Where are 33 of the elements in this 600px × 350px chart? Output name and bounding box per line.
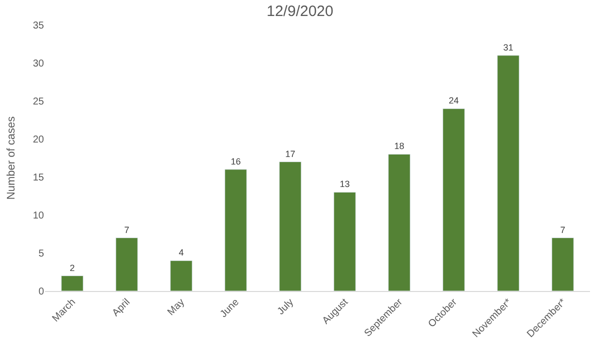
- y-tick-label: 0: [38, 286, 44, 298]
- chart-title: 12/9/2020: [266, 2, 334, 20]
- data-label: 24: [448, 96, 459, 106]
- y-tick-label: 20: [32, 134, 44, 146]
- bar: [388, 154, 410, 291]
- x-tick-label: May: [166, 296, 187, 318]
- bar: [334, 192, 356, 291]
- y-tick-label: 10: [32, 210, 44, 222]
- x-tick-label: June: [218, 296, 242, 320]
- bar: [279, 162, 302, 291]
- data-label: 7: [124, 224, 130, 235]
- data-label: 31: [503, 42, 514, 52]
- bar: [224, 169, 247, 291]
- bar: [61, 276, 84, 291]
- y-tick-label: 35: [32, 20, 44, 32]
- data-label: 13: [340, 179, 350, 190]
- bar: [170, 260, 192, 291]
- data-label: 7: [560, 224, 566, 235]
- y-axis-title: Number of cases: [6, 116, 18, 200]
- bar: [497, 55, 520, 291]
- bar: [442, 108, 465, 291]
- data-label: 17: [285, 148, 296, 159]
- bar: [552, 238, 574, 291]
- y-tick-label: 5: [38, 248, 44, 260]
- y-tick-label: 25: [32, 96, 44, 108]
- data-label: 2: [70, 262, 75, 273]
- bar: [116, 238, 138, 291]
- data-label: 18: [394, 141, 404, 152]
- y-tick-label: 15: [32, 172, 44, 184]
- data-label: 4: [178, 248, 184, 258]
- x-tick-label: July: [276, 296, 296, 318]
- y-tick-label: 30: [32, 58, 44, 70]
- data-label: 16: [230, 156, 241, 166]
